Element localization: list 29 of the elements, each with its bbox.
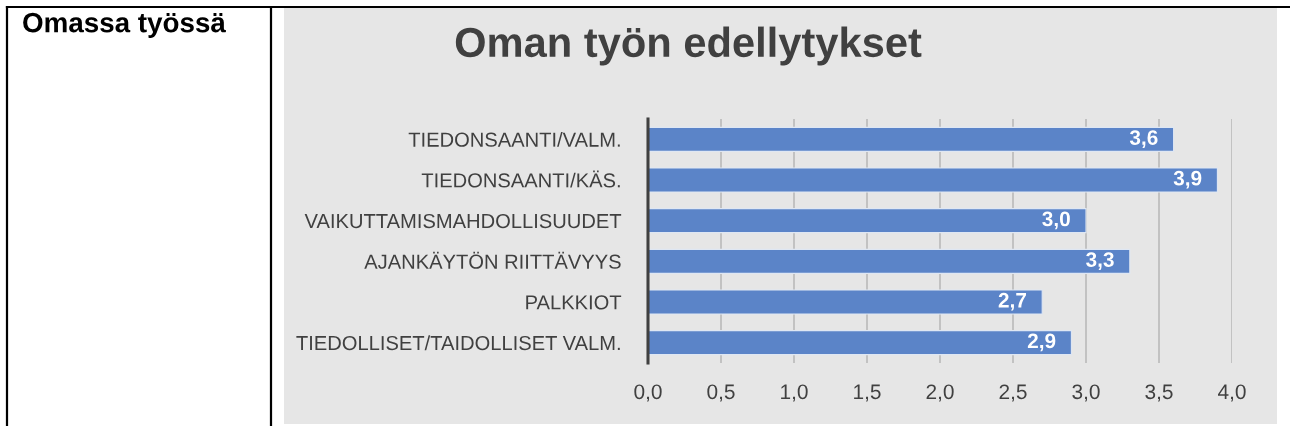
x-tick-label: 2,5	[999, 384, 1027, 402]
x-tick-label: 1,5	[854, 384, 881, 402]
x-tick-label: 3,0	[1072, 384, 1100, 402]
x-tick-label: 0,0	[634, 384, 662, 402]
y-tick-label: TIEDONSAANTI/VALM.	[408, 132, 620, 147]
y-tick-label: PALKKIOT	[526, 295, 622, 310]
bar	[648, 126, 1175, 152]
data-label: 3,0	[1042, 211, 1070, 230]
bar	[648, 167, 1218, 193]
chart-title: Oman työn edellytykset	[455, 26, 922, 66]
data-label: 2,9	[1027, 333, 1056, 352]
bar	[648, 330, 1072, 356]
x-tick-label: 2,0	[926, 384, 954, 402]
x-tick-label: 1,0	[781, 384, 808, 402]
y-tick-label: VAIKUTTAMISMAHDOLLISUUDET	[304, 213, 622, 229]
data-label: 3,3	[1086, 252, 1114, 270]
y-tick-label: TIEDONSAANTI/KÄS.	[421, 170, 620, 188]
bar	[648, 208, 1087, 234]
data-label: 3,9	[1173, 170, 1202, 189]
y-tick-label: TIEDOLLISET/TAIDOLLISET VALM.	[296, 335, 620, 351]
data-label: 3,6	[1129, 130, 1158, 148]
bar	[648, 248, 1131, 274]
data-label: 2,7	[998, 292, 1027, 311]
text: Omassa työssä	[23, 12, 226, 38]
x-tick-label: 4,0	[1218, 384, 1246, 402]
x-tick-label: 0,5	[707, 384, 735, 402]
y-tick-label: AJANKÄYTÖN RIITTÄVYYS	[364, 251, 621, 269]
x-tick-label: 3,5	[1145, 384, 1173, 402]
bar	[648, 289, 1043, 315]
